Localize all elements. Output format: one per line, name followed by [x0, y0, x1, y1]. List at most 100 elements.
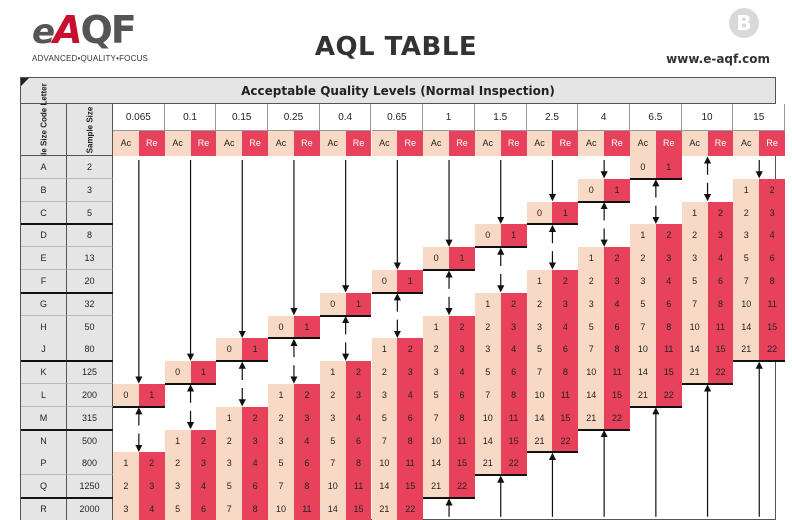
code-letter: R [21, 498, 67, 520]
re-value: 3 [293, 406, 320, 430]
re-value: 6 [345, 429, 372, 453]
re-value: 22 [552, 429, 579, 453]
ac-value: 5 [371, 406, 398, 430]
re-header: Re [293, 131, 320, 156]
ac-value: 14 [681, 338, 708, 362]
aql-level-header: 1 [423, 104, 475, 131]
ac-value: 21 [578, 406, 605, 430]
boundary-line [474, 474, 527, 477]
ac-value: 2 [268, 406, 294, 430]
ac-value: 2 [681, 224, 708, 248]
ac-value: 21 [474, 452, 501, 476]
ac-value: 5 [164, 498, 191, 520]
re-value: 8 [604, 338, 630, 362]
ac-value: 10 [526, 384, 553, 407]
aql-level-header: 0.4 [319, 104, 372, 131]
re-header: Re [397, 131, 424, 156]
boundary-line [423, 269, 475, 271]
ac-value: 1 [733, 178, 760, 202]
aql-level-header: 15 [733, 104, 786, 131]
boundary-line [474, 246, 527, 249]
re-value: 4 [500, 338, 527, 362]
re-header: Re [449, 131, 475, 156]
re-value: 6 [242, 475, 269, 499]
re-value: 15 [604, 384, 630, 407]
sample-size: 200 [67, 384, 113, 407]
ac-value: 7 [733, 270, 760, 293]
re-header: Re [604, 131, 630, 156]
re-value: 8 [293, 475, 320, 499]
aql-level-header: 1.5 [474, 104, 527, 131]
ac-value: 2 [526, 292, 553, 316]
ac-value: 10 [578, 361, 605, 385]
sample-size: 50 [67, 315, 113, 339]
ac-value: 1 [526, 270, 553, 293]
re-value: 2 [604, 247, 630, 271]
re-value: 8 [552, 361, 579, 385]
ac-value: 3 [113, 498, 139, 520]
re-value: 11 [552, 384, 579, 407]
ac-header: Ac [733, 131, 760, 156]
re-value: 6 [449, 384, 475, 407]
re-value: 8 [707, 292, 734, 316]
ac-value: 10 [268, 498, 294, 520]
code-letter: H [21, 315, 67, 339]
re-value: 2 [138, 452, 165, 476]
code-letter: P [21, 452, 67, 476]
re-value: 2 [242, 406, 269, 430]
re-value: 4 [190, 475, 217, 499]
ac-value: 1 [216, 406, 243, 430]
logo-wordmark: eAQF [32, 8, 137, 52]
ac-value: 2 [474, 315, 501, 339]
ac-value: 3 [268, 429, 294, 453]
re-value: 4 [707, 247, 734, 271]
section-badge: B [729, 8, 759, 38]
aql-level-header: 0.15 [216, 104, 269, 131]
boundary-line [423, 497, 475, 499]
re-value: 3 [449, 338, 475, 362]
ac-header: Ac [474, 131, 501, 156]
re-value: 15 [500, 429, 527, 453]
ac-value: 3 [164, 475, 191, 499]
re-value: 3 [759, 201, 786, 225]
re-value: 22 [500, 452, 527, 476]
corner-marker [21, 78, 29, 86]
boundary-line [681, 383, 734, 385]
ac-value: 1 [113, 452, 139, 476]
ac-value: 3 [371, 384, 398, 407]
boundary-line [578, 200, 630, 203]
aql-level-header: 2.5 [526, 104, 579, 131]
ac-value: 3 [423, 361, 450, 385]
ac-value: 0 [474, 224, 501, 248]
re-value: 11 [655, 338, 682, 362]
ac-value: 0 [526, 201, 553, 225]
sample-size: 125 [67, 361, 113, 385]
boundary-line [113, 405, 165, 408]
re-header: Re [552, 131, 579, 156]
re-value: 2 [293, 384, 320, 407]
re-header: Re [655, 131, 682, 156]
ac-value: 10 [474, 406, 501, 430]
ac-value: 5 [319, 429, 346, 453]
ac-value: 10 [319, 475, 346, 499]
ac-value: 0 [423, 247, 450, 271]
ac-value: 7 [216, 498, 243, 520]
re-value: 4 [449, 361, 475, 385]
re-header: Re [707, 131, 734, 156]
re-value: 11 [500, 406, 527, 430]
boundary-line [371, 291, 424, 294]
code-letter: L [21, 384, 67, 407]
re-value: 22 [449, 475, 475, 499]
re-value: 2 [759, 178, 786, 202]
ac-value: 1 [371, 338, 398, 362]
re-value: 11 [345, 475, 372, 499]
ac-value: 7 [681, 292, 708, 316]
re-value: 6 [759, 247, 786, 271]
aql-level-header: 0.1 [164, 104, 217, 131]
ac-value: 5 [474, 361, 501, 385]
ac-value: 21 [423, 475, 450, 499]
boundary-line [630, 405, 682, 408]
ac-value: 0 [164, 361, 191, 385]
ac-value: 21 [371, 498, 398, 520]
ac-value: 14 [319, 498, 346, 520]
